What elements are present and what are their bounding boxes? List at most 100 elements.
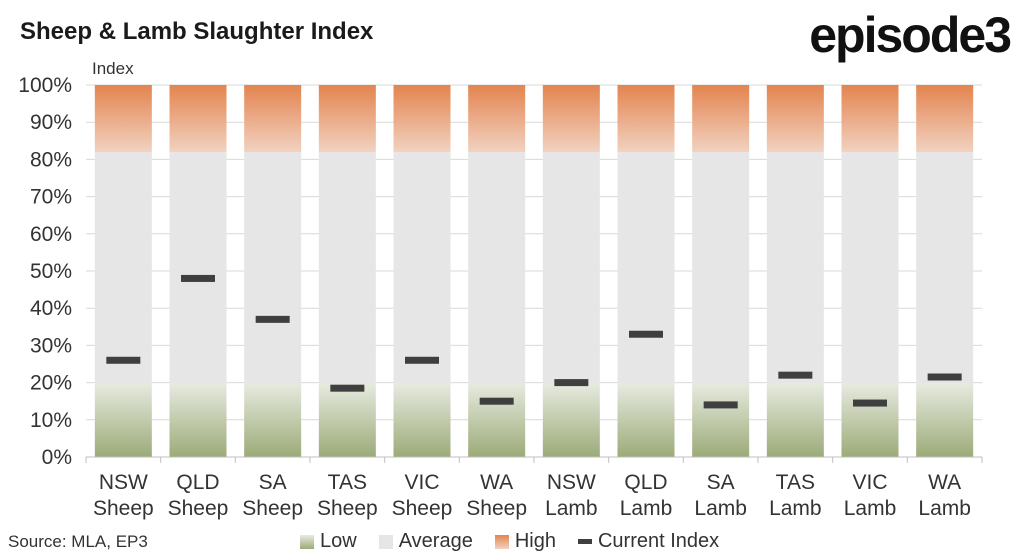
y-axis-label: Index xyxy=(92,59,134,78)
current-index-marker xyxy=(629,330,663,338)
bar-low-band xyxy=(169,382,227,457)
x-tick-label: WA xyxy=(480,471,513,494)
legend-swatch-current xyxy=(577,539,592,544)
legend-swatch-high xyxy=(494,534,509,549)
bar-average-band xyxy=(617,151,675,383)
chart-title: Sheep & Lamb Slaughter Index xyxy=(20,18,374,45)
legend: Low Average High Current Index xyxy=(300,530,741,553)
bar-low-band xyxy=(393,382,451,457)
source-note: Source: MLA, EP3 xyxy=(8,532,148,551)
bar-low-band xyxy=(841,382,899,457)
x-tick-label: TAS xyxy=(328,471,367,494)
bar-low-band xyxy=(94,382,152,457)
bar-high-band xyxy=(318,85,376,152)
current-index-marker xyxy=(927,373,962,381)
bar-average-band xyxy=(468,151,526,383)
y-tick-label: 20% xyxy=(30,372,72,395)
bar-high-band xyxy=(169,85,227,152)
bar-average-band xyxy=(692,151,750,383)
x-tick-label: QLD xyxy=(176,471,219,494)
current-index-marker xyxy=(554,379,589,387)
y-tick-label: 30% xyxy=(30,334,72,357)
bar-high-band xyxy=(468,85,526,152)
bar-low-band xyxy=(692,382,750,457)
legend-item-current: Current Index xyxy=(577,530,720,553)
y-tick-label: 10% xyxy=(30,409,72,432)
current-index-marker xyxy=(479,397,514,405)
legend-label-high: High xyxy=(514,530,556,552)
legend-item-low: Low xyxy=(300,530,357,553)
y-tick-label: 80% xyxy=(30,148,72,171)
x-tick-label: Sheep xyxy=(93,497,154,520)
bar-high-band xyxy=(393,85,451,152)
bar-high-band xyxy=(244,85,302,152)
x-tick-label: Sheep xyxy=(392,497,453,520)
current-index-marker xyxy=(181,274,215,282)
x-tick-label: NSW xyxy=(99,471,148,494)
x-tick-label: SA xyxy=(707,471,735,494)
y-tick-label: 70% xyxy=(30,186,72,209)
x-tick-label: Lamb xyxy=(694,497,747,520)
legend-label-current: Current Index xyxy=(597,530,720,552)
x-tick-label: Lamb xyxy=(620,497,673,520)
y-tick-label: 90% xyxy=(30,111,72,134)
bar-low-band xyxy=(244,382,302,457)
bar-high-band xyxy=(692,85,750,152)
legend-item-high: High xyxy=(494,530,556,553)
bar-average-band xyxy=(318,151,376,383)
x-tick-label: NSW xyxy=(547,471,596,494)
current-index-marker xyxy=(778,371,813,379)
bar-high-band xyxy=(766,85,824,152)
current-index-marker xyxy=(330,384,365,392)
bar-average-band xyxy=(169,151,227,383)
legend-label-low: Low xyxy=(320,530,357,552)
bar-average-band xyxy=(244,151,302,383)
bar-average-band xyxy=(766,151,824,383)
legend-swatch-low xyxy=(300,534,314,549)
bar-high-band xyxy=(617,85,675,152)
bar-average-band xyxy=(841,151,899,383)
bar-average-band xyxy=(94,151,152,383)
y-tick-label: 50% xyxy=(30,260,72,283)
x-tick-label: Lamb xyxy=(545,497,598,520)
legend-item-average: Average xyxy=(378,530,473,553)
y-tick-label: 60% xyxy=(30,223,72,246)
bar-high-band xyxy=(94,85,152,152)
bar-average-band xyxy=(393,151,451,383)
bar-high-band xyxy=(916,85,974,152)
x-tick-label: VIC xyxy=(852,471,887,494)
x-tick-label: QLD xyxy=(624,471,667,494)
x-tick-label: TAS xyxy=(776,471,815,494)
brand-logo: episode3 xyxy=(809,7,1012,63)
x-tick-label: Sheep xyxy=(168,497,229,520)
x-tick-label: Sheep xyxy=(466,497,527,520)
y-tick-label: 40% xyxy=(30,297,72,320)
x-tick-label: SA xyxy=(259,471,287,494)
bar-low-band xyxy=(542,382,600,457)
bar-average-band xyxy=(916,151,974,383)
bar-low-band xyxy=(318,382,376,457)
current-index-marker xyxy=(405,356,439,364)
x-tick-label: Lamb xyxy=(769,497,822,520)
y-tick-label: 100% xyxy=(18,74,72,97)
x-tick-label: Lamb xyxy=(918,497,971,520)
bar-low-band xyxy=(468,382,526,457)
current-index-marker xyxy=(106,356,141,364)
current-index-marker xyxy=(853,399,887,407)
bar-high-band xyxy=(542,85,600,152)
x-tick-label: Sheep xyxy=(317,497,378,520)
x-tick-label: Sheep xyxy=(242,497,303,520)
bar-average-band xyxy=(542,151,600,383)
bar-low-band xyxy=(916,382,974,457)
x-tick-label: Lamb xyxy=(844,497,897,520)
legend-swatch-average xyxy=(378,534,393,549)
current-index-marker xyxy=(255,315,290,323)
bar-low-band xyxy=(766,382,824,457)
y-tick-label: 0% xyxy=(42,446,72,469)
x-tick-label: WA xyxy=(928,471,961,494)
bar-high-band xyxy=(841,85,899,152)
bar-low-band xyxy=(617,382,675,457)
legend-label-average: Average xyxy=(398,530,473,552)
current-index-marker xyxy=(703,401,738,409)
